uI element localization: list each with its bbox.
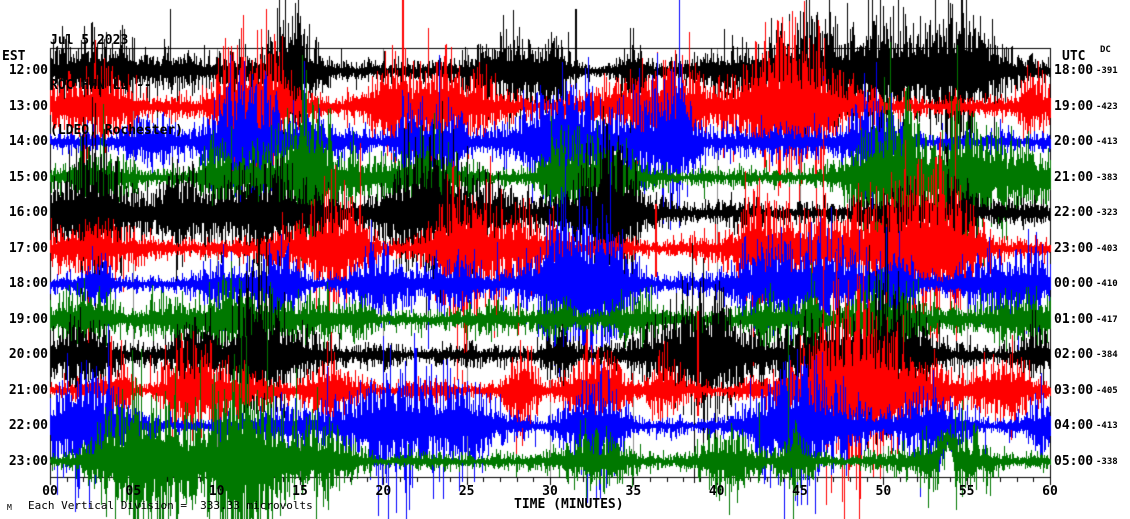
dc-value: -384 [1096,350,1118,360]
utc-label: 02:00 [1054,347,1094,362]
est-label: 22:00 [8,418,48,433]
x-tick-label: 00 [42,484,58,499]
est-label: 12:00 [8,63,48,78]
utc-label: 00:00 [1054,276,1094,291]
left-axis-title: EST [2,49,26,64]
dc-value: -403 [1096,243,1118,254]
dc-value: -413 [1096,137,1118,147]
utc-label: 20:00 [1054,134,1094,149]
dc-column-title: DC [1100,45,1111,55]
utc-label: 18:00 [1054,63,1094,78]
right-axis-title: UTC [1062,49,1086,64]
dc-value: -323 [1096,208,1118,218]
utc-label: 23:00 [1054,240,1094,256]
est-label: 17:00 [8,240,48,256]
scale-caption: Each Vertical Division = 333.33 microvol… [28,499,313,512]
utc-label: 22:00 [1054,205,1094,220]
est-label: 15:00 [8,169,48,185]
utc-label: 01:00 [1054,311,1094,327]
x-axis-title: TIME (MINUTES) [514,497,624,512]
dc-value: -413 [1096,421,1118,431]
x-tick-label: 45 [792,484,808,499]
est-label: 13:00 [8,98,48,114]
x-tick-label: 10 [208,484,225,499]
header-date: Jul 5,2023 [50,33,129,48]
plot-header: Jul 5,2023 ROC HHN LD -- (LDEO, Rocheste… [50,3,183,168]
x-tick-label: 20 [375,484,392,499]
x-tick-label: 15 [292,484,308,499]
est-label: 20:00 [8,347,48,362]
x-tick-label: 55 [958,484,975,499]
dc-value: -391 [1096,66,1118,76]
est-label: 19:00 [8,311,48,327]
utc-label: 05:00 [1054,453,1094,469]
dc-value: -338 [1096,456,1118,467]
dc-value: -423 [1096,101,1118,112]
x-tick-label: 50 [875,484,892,499]
utc-label: 21:00 [1054,169,1094,185]
dc-value: -410 [1096,279,1118,289]
footer-mark: M [7,503,12,512]
x-tick-label: 60 [1042,484,1058,499]
est-label: 16:00 [8,205,48,220]
x-tick-label: 25 [458,484,475,499]
utc-label: 19:00 [1054,98,1094,114]
est-label: 18:00 [8,276,48,291]
header-network: (LDEO, Rochester) [50,123,184,138]
est-label: 14:00 [8,134,48,149]
dc-value: -405 [1096,385,1118,396]
utc-label: 04:00 [1054,418,1094,433]
est-label: 23:00 [8,453,48,469]
x-tick-label: 40 [708,484,725,499]
dc-value: -383 [1096,172,1118,183]
x-tick-label: 35 [625,484,642,499]
dc-value: -417 [1096,314,1118,325]
header-station: ROC HHN LD -- [50,78,152,93]
x-tick-label: 05 [125,484,142,499]
utc-label: 03:00 [1054,382,1094,398]
x-tick-label: 30 [542,484,558,499]
est-label: 21:00 [8,382,48,398]
